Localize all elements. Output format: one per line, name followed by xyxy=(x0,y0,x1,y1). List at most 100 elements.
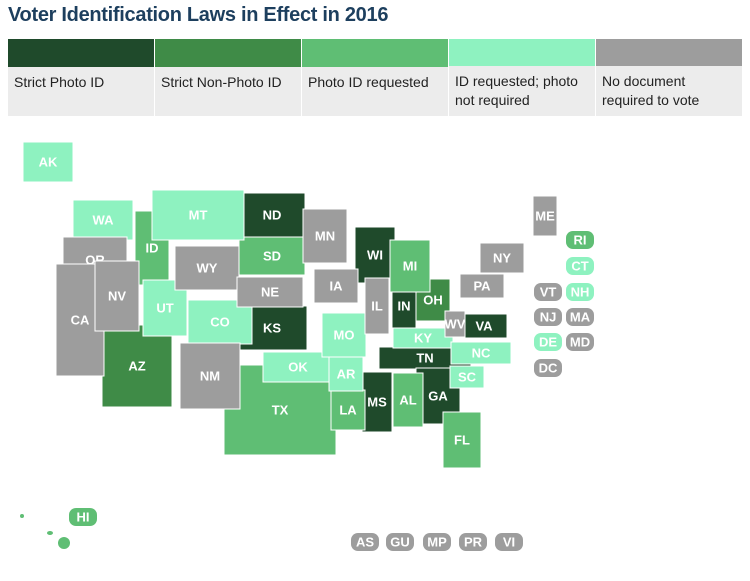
state-badge xyxy=(351,533,379,551)
state-label: HI xyxy=(77,509,90,524)
legend-item: Photo ID requested xyxy=(302,39,449,116)
state-label: ID xyxy=(146,240,159,255)
state-badge xyxy=(566,257,594,275)
state xyxy=(354,226,396,284)
state-label: AL xyxy=(399,392,416,407)
state-label: IA xyxy=(330,278,344,293)
state-label: WI xyxy=(367,247,383,262)
state-label: MP xyxy=(427,534,447,549)
state xyxy=(532,195,558,237)
legend-label: Strict Photo ID xyxy=(8,67,154,116)
state-label: WY xyxy=(197,260,218,275)
state-label: WA xyxy=(93,212,115,227)
title: Voter Identification Laws in Effect in 2… xyxy=(8,4,389,26)
state-badge xyxy=(69,508,97,526)
legend-item: Strict Photo ID xyxy=(8,39,155,116)
state xyxy=(389,239,431,293)
state-label: MS xyxy=(367,394,387,409)
state-label: ND xyxy=(263,207,282,222)
state xyxy=(174,245,240,291)
state xyxy=(364,277,390,335)
state-badge xyxy=(386,533,414,551)
state-label: RI xyxy=(574,232,587,247)
legend-label: Strict Non-Photo ID xyxy=(155,67,301,116)
state xyxy=(302,208,348,264)
legend-label: ID requested; photo not required xyxy=(449,66,595,116)
state-label: CO xyxy=(210,314,230,329)
state xyxy=(321,312,367,358)
state-label: AK xyxy=(39,154,58,169)
legend-label: Photo ID requested xyxy=(302,67,448,116)
state-badge xyxy=(495,533,523,551)
state-label: IN xyxy=(398,298,411,313)
state-badge xyxy=(534,359,562,377)
legend-label: No document required to vote xyxy=(596,66,742,116)
state-label: PR xyxy=(464,534,483,549)
state-badge xyxy=(566,333,594,351)
state-label: WV xyxy=(445,316,466,331)
island xyxy=(58,537,70,549)
state-label: OH xyxy=(423,292,443,307)
legend: Strict Photo ID Strict Non-Photo ID Photo … xyxy=(8,39,743,116)
state xyxy=(179,342,241,410)
island xyxy=(47,531,53,535)
state xyxy=(313,268,359,304)
state-label: NE xyxy=(261,284,279,299)
state-badge xyxy=(459,533,487,551)
legend-swatch xyxy=(302,39,448,67)
state xyxy=(392,372,424,428)
state xyxy=(236,276,304,308)
state-badge xyxy=(566,231,594,249)
state-label: OK xyxy=(288,359,308,374)
state xyxy=(479,242,525,274)
state xyxy=(442,411,482,469)
state-badge xyxy=(534,333,562,351)
legend-item: Strict Non-Photo ID xyxy=(155,39,302,116)
state-label: KY xyxy=(414,330,432,345)
state-label: IL xyxy=(371,298,383,313)
state-label: SD xyxy=(263,248,281,263)
legend-swatch xyxy=(449,39,595,66)
state-label: GA xyxy=(428,388,448,403)
state-label: VA xyxy=(475,318,493,333)
state-label: SC xyxy=(458,369,477,384)
state-label: AS xyxy=(356,534,374,549)
state-label: CT xyxy=(571,258,588,273)
state-label: KS xyxy=(263,320,281,335)
state xyxy=(151,189,245,241)
state-label: NH xyxy=(571,284,590,299)
state-label: TX xyxy=(272,402,289,417)
state-label: MN xyxy=(315,228,335,243)
state-label: CA xyxy=(71,312,90,327)
state-badge xyxy=(423,533,451,551)
state xyxy=(392,327,454,349)
state-label: MI xyxy=(403,258,417,273)
state xyxy=(444,310,466,338)
state-label: GU xyxy=(390,534,410,549)
state-label: NY xyxy=(493,250,511,265)
state-label: MT xyxy=(189,207,208,222)
legend-swatch xyxy=(596,39,742,66)
legend-item: No document required to vote xyxy=(596,39,743,116)
state-label: UT xyxy=(156,300,173,315)
state-label: NJ xyxy=(540,309,557,324)
state-label: MA xyxy=(570,309,591,324)
legend-swatch xyxy=(155,39,301,67)
island xyxy=(20,514,24,518)
state-badge xyxy=(566,283,594,301)
legend-swatch xyxy=(8,39,154,67)
state-label: TN xyxy=(416,350,433,365)
state-label: MO xyxy=(334,327,355,342)
state xyxy=(22,141,74,183)
state-label: DC xyxy=(539,360,558,375)
state xyxy=(328,356,364,392)
legend-item: ID requested; photo not required xyxy=(449,39,596,116)
state-label: NV xyxy=(108,288,126,303)
state-label: AR xyxy=(337,366,356,381)
state xyxy=(459,273,505,299)
state-label: NC xyxy=(472,345,491,360)
state xyxy=(262,351,334,383)
state-label: VI xyxy=(503,534,515,549)
state xyxy=(94,260,140,332)
